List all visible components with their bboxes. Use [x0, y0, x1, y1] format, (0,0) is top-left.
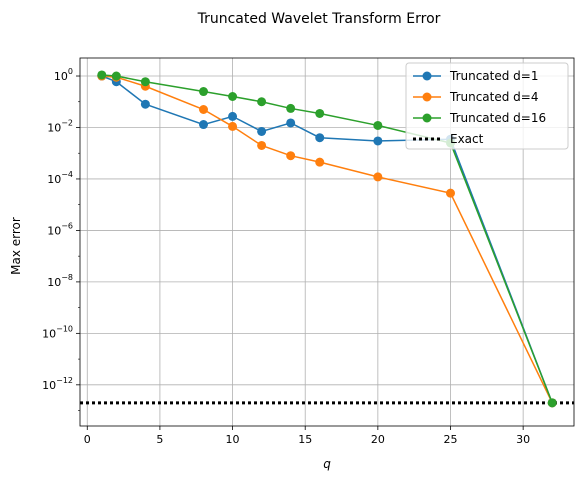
- plot-series: [80, 70, 574, 408]
- y-axis-label: Max error: [9, 217, 23, 275]
- series-0-point: [315, 133, 325, 143]
- legend-label: Truncated d=16: [449, 111, 546, 125]
- y-tick-label: 10−2: [47, 118, 73, 134]
- series-1-point: [315, 157, 325, 167]
- legend-label: Truncated d=4: [449, 90, 539, 104]
- x-tick-label: 5: [156, 433, 163, 446]
- series-0-point: [286, 118, 296, 128]
- series-1-point: [257, 140, 267, 150]
- series-0-point: [199, 120, 208, 130]
- y-tick-label: 10−10: [42, 324, 73, 340]
- series-1-point: [228, 121, 238, 131]
- x-tick-label: 30: [516, 433, 530, 446]
- series-0-point: [228, 111, 238, 121]
- series-2-point: [199, 87, 208, 97]
- series-0-point: [257, 126, 267, 136]
- x-tick-label: 0: [84, 433, 91, 446]
- legend-swatch-marker: [422, 113, 432, 123]
- series-2-point: [286, 103, 296, 113]
- x-axis-label: q: [323, 457, 331, 471]
- y-tick-label: 10−8: [47, 273, 73, 289]
- plot-frame: [79, 57, 575, 427]
- legend-swatch-marker: [422, 71, 432, 81]
- x-tick-label: 10: [226, 433, 240, 446]
- series-0-point: [373, 136, 383, 146]
- series-2-point: [140, 77, 150, 87]
- series-1-point: [286, 151, 296, 161]
- y-tick-label: 10−6: [47, 221, 73, 237]
- x-tick-label: 20: [371, 433, 385, 446]
- y-tick-label: 10−12: [42, 376, 73, 392]
- series-2-point: [97, 70, 107, 80]
- series-1-point: [446, 188, 455, 198]
- series-0-point: [140, 99, 150, 109]
- axes: 0 5 10 15 20 25 30 100 10−2 10−4 10−6 10−8 10−10 10−1…: [42, 57, 575, 446]
- series-2-point: [257, 97, 267, 107]
- series-2-point: [373, 120, 383, 130]
- x-tick-label: 15: [298, 433, 312, 446]
- series-2-point: [111, 71, 121, 81]
- series-1-point: [199, 104, 208, 114]
- series-2-point: [228, 91, 238, 101]
- legend-label: Exact: [450, 132, 484, 146]
- y-tick-label: 100: [54, 67, 73, 83]
- legend-box: [405, 62, 569, 150]
- series-2-point: [547, 398, 557, 408]
- chart-title: Truncated Wavelet Transform Error: [197, 11, 441, 27]
- series-2-point: [315, 108, 325, 118]
- legend-label: Truncated d=1: [449, 69, 539, 83]
- legend: Truncated d=1 Truncated d=4 Truncated d=16…: [405, 62, 569, 150]
- series-1-point: [373, 172, 383, 182]
- x-tick-label: 25: [444, 433, 458, 446]
- y-tick-label: 10−4: [47, 170, 73, 186]
- legend-swatch-marker: [422, 92, 432, 102]
